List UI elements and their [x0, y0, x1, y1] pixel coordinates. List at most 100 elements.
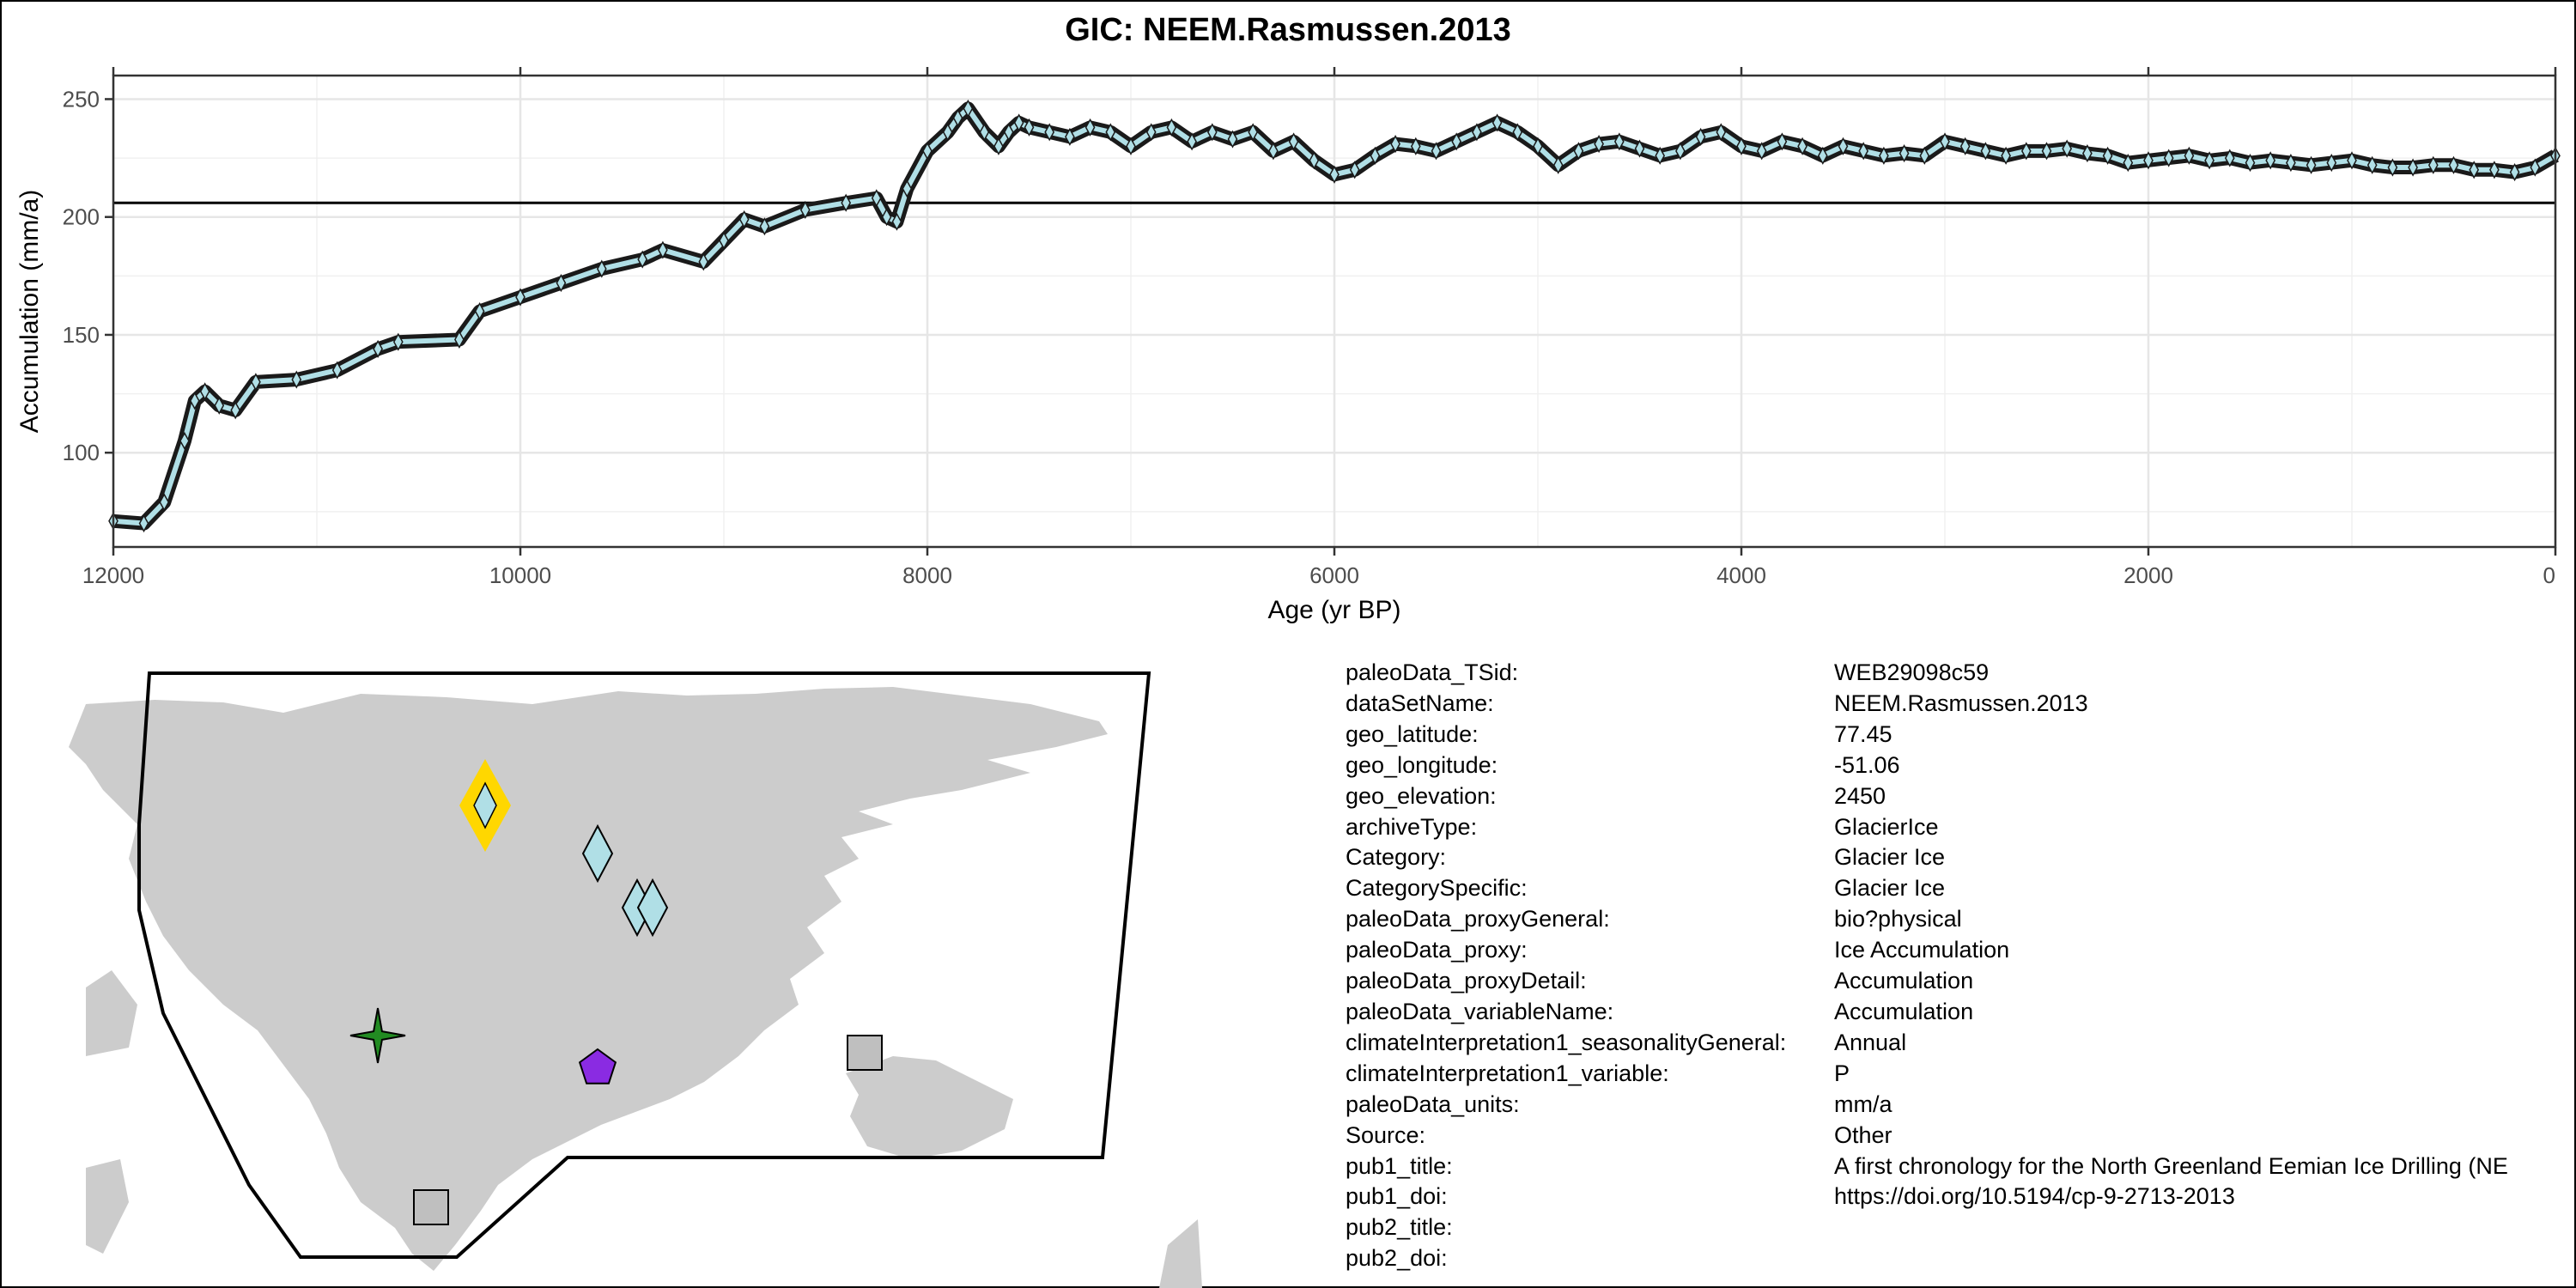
data-point	[759, 217, 770, 236]
x-tick-label: 6000	[1309, 562, 1359, 588]
data-point	[1187, 132, 1197, 151]
metadata-key: paleoData_proxy:	[1346, 937, 1528, 963]
metadata-row: archiveType: GlacierIce	[1346, 812, 2574, 843]
data-point	[1268, 142, 1279, 161]
data-point	[1126, 137, 1136, 155]
data-point	[138, 514, 149, 533]
data-point	[1309, 151, 1320, 170]
data-point	[2427, 155, 2439, 174]
data-point	[2347, 151, 2357, 170]
labrador-land	[86, 1159, 129, 1254]
data-point	[1105, 123, 1116, 142]
data-point	[1084, 118, 1096, 137]
data-point	[881, 208, 892, 227]
metadata-row: Category: Glacier Ice	[1346, 842, 2574, 873]
site-marker-diamond	[581, 823, 614, 884]
metadata-value: Accumulation	[1834, 998, 1974, 1024]
metadata-value: Annual	[1834, 1029, 1907, 1055]
data-point	[1655, 146, 1666, 165]
metadata-row: CategorySpecific: Glacier Ice	[1346, 873, 2574, 904]
y-tick-label: 100	[63, 440, 100, 465]
data-point	[474, 301, 485, 321]
metadata-value: P	[1834, 1060, 1850, 1086]
metadata-row: Source: Other	[1346, 1121, 2574, 1151]
data-point	[1756, 142, 1767, 161]
data-point	[2163, 149, 2174, 167]
data-point	[2530, 158, 2541, 177]
metadata-value: Glacier Ice	[1834, 844, 1946, 871]
data-point	[1552, 155, 1564, 174]
metadata-row: pub2_title:	[1346, 1212, 2574, 1243]
accumulation-series	[108, 99, 2561, 533]
metadata-key: pub2_title:	[1346, 1214, 1453, 1241]
baffin-island-land	[86, 970, 137, 1056]
data-point	[1206, 123, 1218, 142]
metadata-value: 77.45	[1834, 720, 1893, 747]
data-point	[2265, 151, 2276, 170]
data-point	[1838, 137, 1849, 155]
data-point	[799, 200, 811, 220]
map-region-outline	[137, 671, 1151, 1259]
metadata-value: WEB29098c59	[1834, 659, 1990, 685]
metadata-value: Ice Accumulation	[1834, 937, 2010, 963]
site-map	[69, 671, 1202, 1288]
metadata-value: mm/a	[1834, 1091, 1893, 1117]
x-tick-label: 12000	[82, 562, 144, 588]
data-point	[1980, 142, 1991, 161]
metadata-row: climateInterpretation1_seasonalityGenera…	[1346, 1028, 2574, 1059]
metadata-row: paleoData_proxy: Ice Accumulation	[1346, 935, 2574, 966]
data-point	[1879, 146, 1889, 165]
data-point	[2204, 151, 2215, 170]
data-point	[2184, 146, 2195, 165]
metadata-key: geo_elevation:	[1346, 782, 1497, 809]
data-point	[1248, 123, 1259, 142]
data-point	[373, 339, 383, 358]
data-point	[2326, 154, 2337, 173]
data-point	[1573, 142, 1584, 161]
data-point	[1613, 132, 1625, 151]
metadata-row: geo_latitude: 77.45	[1346, 720, 2574, 750]
data-point	[1044, 123, 1055, 142]
data-point	[1512, 123, 1523, 142]
data-point	[2123, 154, 2134, 173]
metadata-value: Other	[1834, 1121, 1893, 1148]
data-point	[1940, 132, 1950, 151]
timeseries-chart: 12000 10000 8000 6000 4000 2000 0 100 150 200 250 A…	[15, 67, 2561, 624]
greenland-landmass	[69, 687, 1108, 1271]
data-point	[596, 259, 607, 278]
site-marker-square	[847, 1035, 883, 1071]
data-point	[1145, 123, 1157, 142]
data-point	[1472, 123, 1482, 142]
y-tick-label: 200	[63, 204, 100, 230]
data-point	[2102, 146, 2113, 165]
data-point	[2020, 142, 2032, 161]
data-point	[1013, 113, 1024, 132]
data-point	[1919, 146, 1930, 165]
metadata-value: bio?physical	[1834, 906, 1962, 933]
metadata-row: pub1_title: A first chronology for the No…	[1346, 1151, 2574, 1182]
data-point	[1858, 142, 1869, 161]
metadata-key: climateInterpretation1_variable:	[1346, 1060, 1669, 1086]
x-axis-label: Age (yr BP)	[1267, 596, 1400, 624]
metadata-row: paleoData_variableName: Accumulation	[1346, 997, 2574, 1028]
metadata-value: -51.06	[1834, 751, 1900, 778]
data-point	[1533, 137, 1543, 155]
data-point	[159, 493, 170, 512]
data-point	[1349, 161, 1360, 179]
site-marker-diamond	[636, 878, 669, 938]
metadata-key: geo_latitude:	[1346, 720, 1479, 747]
data-point	[1227, 130, 1238, 149]
data-point	[979, 123, 990, 142]
metadata-key: pub2_doi:	[1346, 1245, 1448, 1272]
data-point	[963, 99, 974, 118]
y-tick-label: 150	[63, 322, 100, 348]
metadata-value: Glacier Ice	[1834, 875, 1946, 902]
data-point	[698, 252, 709, 271]
data-point	[454, 330, 465, 349]
data-point	[1817, 146, 1828, 165]
data-point	[1329, 165, 1340, 184]
data-point	[1736, 137, 1747, 155]
data-point	[2286, 154, 2296, 173]
metadata-value: 2450	[1834, 782, 1886, 809]
data-point	[738, 210, 750, 228]
